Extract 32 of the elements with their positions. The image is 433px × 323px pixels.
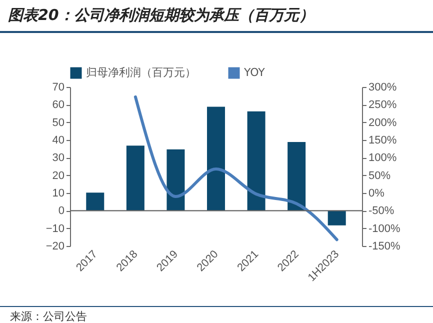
legend-label: YOY xyxy=(243,66,266,79)
y2-tick-label: 50% xyxy=(368,170,391,182)
bar xyxy=(86,192,104,211)
source-note: 来源：公司公告 xyxy=(10,309,87,323)
y2-tick-label: 100% xyxy=(368,152,397,164)
bar xyxy=(247,111,266,211)
y2-tick-label: 200% xyxy=(368,116,397,129)
y2-tick-label: -100% xyxy=(368,222,401,235)
y-tick-label: −20 xyxy=(46,240,64,252)
bar xyxy=(288,142,306,211)
legend-label: 归母净利润（百万元） xyxy=(86,66,196,79)
y2-tick-label: 150% xyxy=(368,134,397,146)
y2-tick-label: 0% xyxy=(368,188,385,200)
y-tick-label: 50 xyxy=(52,116,64,129)
y-tick-label: 10 xyxy=(52,188,64,200)
bar xyxy=(328,210,346,226)
y-tick-label: 20 xyxy=(52,170,64,182)
chart-title: 图表20：公司净利润短期较为承压（百万元） xyxy=(8,6,314,25)
y2-tick-label: 250% xyxy=(368,99,397,112)
y-tick-label: −10 xyxy=(46,222,64,235)
y2-tick-label: -150% xyxy=(368,240,401,252)
y-tick-label: 40 xyxy=(52,134,64,146)
y-tick-label: 70 xyxy=(52,82,64,94)
y2-tick-label: -50% xyxy=(368,205,394,218)
y-tick-label: 30 xyxy=(52,152,64,164)
line-series xyxy=(134,95,338,242)
bar xyxy=(126,146,144,211)
y-tick-label: 60 xyxy=(52,99,64,112)
y2-tick-label: 300% xyxy=(368,82,397,94)
bar xyxy=(207,106,225,211)
bar xyxy=(166,149,185,211)
y-tick-label: 0 xyxy=(58,205,64,218)
